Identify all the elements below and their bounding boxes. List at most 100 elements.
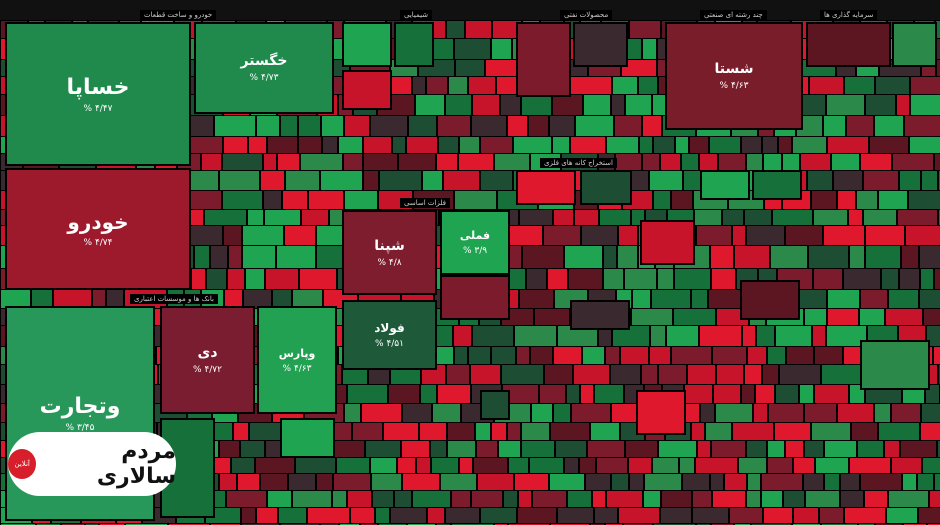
stock-cell [557,507,594,525]
stock-cell [99,523,125,525]
tile-symbol: دی [197,345,218,361]
watermark-brand: مردم سالاری [96,439,176,489]
stock-cell [793,507,819,525]
stock-cell [36,523,61,525]
stock-cell [711,523,734,525]
stock-cell [256,507,278,525]
stock-cell [594,507,618,525]
watermark-badge: آنلاین [8,449,37,479]
stock-cell [844,507,886,525]
stock-cell [480,507,517,525]
stock-block [580,170,632,205]
stock-cell [550,523,590,525]
stock-block [892,22,937,67]
stock-cell [427,507,445,525]
stock-block [570,300,630,330]
stock-cell [618,507,660,525]
stock-tile: شستا ۴/۶۳ % [665,22,803,130]
stock-cell [734,245,770,271]
stock-cell [445,507,480,525]
stock-cell [927,523,940,525]
tile-symbol: شپنا [374,237,405,254]
stock-block [342,70,392,110]
stock-cell [886,507,918,525]
stock-cell [508,523,550,525]
sector-header: چند رشته ای صنعتی [700,10,767,20]
stock-block [640,220,695,265]
stock-cell [451,523,494,525]
stock-tile: وپارس ۴/۶۳ % [257,306,337,414]
tile-change: ۳/۹ % [462,246,488,256]
stock-block [280,418,335,458]
tile-change: ۴/۶۳ % [282,363,312,374]
stock-cell [320,523,339,525]
tile-symbol: خودرو [67,210,129,234]
stock-block [440,275,510,320]
stock-cell [278,507,307,525]
stock-block [860,340,930,390]
stock-block [516,170,576,205]
tile-change: ۴/۴۷ % [83,103,113,114]
stock-cell [734,523,751,525]
stock-block [480,390,510,420]
sector-header: فلزات اساسی [400,198,450,208]
stock-cell [821,523,858,525]
stock-cell [696,523,711,525]
tile-symbol: وپارس [278,346,316,360]
stock-cell [729,507,763,525]
stock-block [636,390,686,435]
stock-cell [792,523,821,525]
stock-cell [517,507,557,525]
stock-cell [350,507,375,525]
stock-block [394,22,434,67]
stock-cell [210,523,241,525]
sector-header: بانک ها و موسسات اعتباری [130,294,218,304]
tile-change: ۴/۶۳ % [719,81,749,91]
stock-cell [242,245,276,271]
stock-cell [903,523,927,525]
stock-tile: فولاد ۴/۵۱ % [342,300,437,370]
stock-tile: خگستر ۴/۷۳ % [194,22,334,114]
stock-cell [918,507,940,525]
stock-cell [378,523,407,525]
stock-block [700,170,750,200]
sector-header: خودرو و ساخت قطعات [140,10,217,20]
stock-tile: خودرو ۴/۷۴ % [5,168,191,290]
watermark: مردم سالاری آنلاین [8,432,176,496]
stock-cell [85,523,99,525]
stock-tile: فملی ۳/۹ % [440,210,510,275]
tile-change: ۴/۷۲ % [193,365,222,375]
sector-header: محصولات نفتی [560,10,613,20]
stock-cell [494,523,508,525]
tile-change: ۴/۷۴ % [83,238,113,248]
stock-cell [858,523,875,525]
stock-cell [522,245,564,271]
stock-cell [390,507,427,525]
stock-tile: دی ۴/۷۲ % [160,306,255,414]
stock-cell [819,507,844,525]
stock-cell [692,507,729,525]
stock-block [752,170,802,200]
stock-cell [763,507,793,525]
stock-cell [407,523,436,525]
stock-cell [280,523,320,525]
stock-cell [360,523,378,525]
stock-cell [339,523,360,525]
stock-cell [241,523,280,525]
tile-symbol: فولاد [374,321,405,335]
tile-change: ۴/۸ % [377,257,402,268]
stock-cell [241,507,256,525]
stock-tile: شپنا ۴/۸ % [342,210,437,295]
tile-change: ۴/۷۳ % [249,73,279,83]
stock-cell [660,507,692,525]
sector-header: سرمایه گذاری ها [820,10,878,20]
stock-cell [168,523,210,525]
stock-cell [865,245,901,271]
tile-change: ۳/۴۵ % [65,423,95,433]
stock-block [573,22,628,67]
tile-symbol: فملی [459,229,491,242]
stock-block [740,280,800,320]
stock-block [806,22,891,67]
stock-cell [605,523,623,525]
